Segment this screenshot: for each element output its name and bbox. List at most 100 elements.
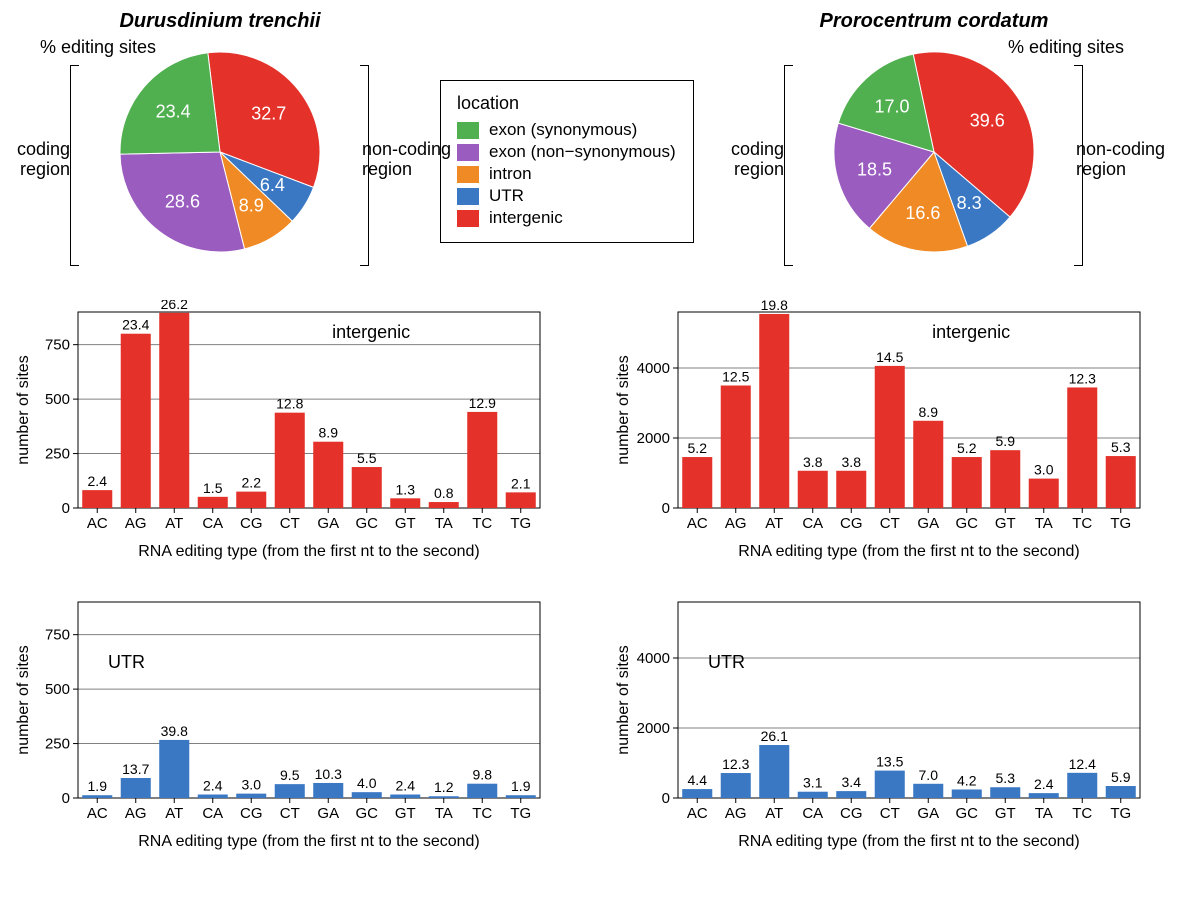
xtick-label: CG xyxy=(840,805,863,822)
xaxis-label: RNA editing type (from the first nt to t… xyxy=(138,543,480,560)
pie-slice-label: 32.7 xyxy=(251,104,286,124)
legend-swatch xyxy=(457,166,479,183)
xtick-label: TC xyxy=(472,805,492,822)
bar xyxy=(836,471,866,508)
bar xyxy=(952,789,982,798)
xtick-label: AG xyxy=(725,805,747,822)
bar xyxy=(467,412,497,508)
bar xyxy=(159,313,189,508)
xtick-label: CT xyxy=(280,515,300,532)
bar-value-label: 5.3 xyxy=(996,770,1016,786)
bar-value-label: 5.5 xyxy=(357,450,377,466)
bar xyxy=(352,792,382,798)
legend-box: location exon (synonymous)exon (non−syno… xyxy=(440,80,694,243)
ytick-label: 4000 xyxy=(637,650,670,667)
bar-value-label: 8.9 xyxy=(319,425,339,441)
ytick-label: 500 xyxy=(45,681,70,698)
yaxis-label: number of sites xyxy=(615,645,632,754)
yaxis-label: number of sites xyxy=(615,355,632,464)
bar xyxy=(990,450,1020,508)
bar xyxy=(721,386,751,509)
noncoding-region-label: non-codingregion xyxy=(1076,140,1166,180)
ytick-label: 0 xyxy=(62,500,70,517)
legend-label: exon (non−synonymous) xyxy=(489,142,676,162)
legend-item: intergenic xyxy=(457,208,677,228)
bar-value-label: 26.1 xyxy=(761,728,788,744)
bar-value-label: 4.0 xyxy=(357,775,377,791)
bar-value-label: 2.4 xyxy=(88,473,108,489)
bar-value-label: 3.1 xyxy=(803,775,823,791)
bar-value-label: 9.8 xyxy=(473,767,493,783)
bar-value-label: 4.4 xyxy=(688,772,708,788)
xtick-label: CT xyxy=(880,515,900,532)
xtick-label: AG xyxy=(125,515,147,532)
legend-label: intergenic xyxy=(489,208,563,228)
bar-value-label: 26.2 xyxy=(161,300,188,312)
xtick-label: GA xyxy=(917,515,939,532)
bar xyxy=(275,784,305,798)
bar xyxy=(429,796,459,798)
xtick-label: AC xyxy=(687,805,708,822)
bar-value-label: 0.8 xyxy=(434,485,454,501)
ytick-label: 500 xyxy=(45,391,70,408)
bar-value-label: 9.5 xyxy=(280,767,300,783)
xtick-label: CA xyxy=(802,805,823,822)
bar-chart-right-intergenic: 0200040005.2AC12.5AG19.8AT3.8CA3.8CG14.5… xyxy=(610,300,1150,570)
xtick-label: CG xyxy=(840,515,863,532)
bar xyxy=(1106,456,1136,508)
bar xyxy=(759,314,789,508)
xtick-label: TA xyxy=(1035,515,1053,532)
legend-swatch xyxy=(457,122,479,139)
legend-item: exon (synonymous) xyxy=(457,120,677,140)
pie-slice-label: 16.6 xyxy=(905,203,940,223)
noncoding-region-label: non-codingregion xyxy=(362,140,452,180)
yaxis-label: number of sites xyxy=(15,355,32,464)
bar xyxy=(467,784,497,798)
yaxis-label: number of sites xyxy=(15,645,32,754)
bar xyxy=(236,794,266,798)
xtick-label: CA xyxy=(202,805,223,822)
bar-chart-left-intergenic: 02505007502.4AC23.4AG26.2AT1.5CA2.2CG12.… xyxy=(10,300,550,570)
legend-swatch xyxy=(457,210,479,227)
xtick-label: AC xyxy=(87,515,108,532)
xtick-label: AT xyxy=(765,515,783,532)
bar xyxy=(990,787,1020,798)
bar-value-label: 5.9 xyxy=(1111,769,1131,785)
xtick-label: TG xyxy=(510,805,531,822)
bar-value-label: 2.4 xyxy=(1034,776,1054,792)
bar xyxy=(506,795,536,798)
bar-value-label: 3.8 xyxy=(803,454,823,470)
bar xyxy=(506,492,536,508)
bar xyxy=(390,498,420,508)
xtick-label: CT xyxy=(280,805,300,822)
ytick-label: 750 xyxy=(45,337,70,354)
xtick-label: GT xyxy=(995,805,1016,822)
xtick-label: CG xyxy=(240,515,263,532)
bar-value-label: 1.5 xyxy=(203,480,223,496)
bar-value-label: 3.4 xyxy=(842,774,862,790)
xtick-label: AC xyxy=(87,805,108,822)
xaxis-label: RNA editing type (from the first nt to t… xyxy=(738,543,1080,560)
xtick-label: GC xyxy=(356,805,379,822)
legend-swatch xyxy=(457,188,479,205)
pie-title-left: Durusdinium trenchii xyxy=(10,10,430,33)
bar-value-label: 1.9 xyxy=(511,778,531,794)
xtick-label: TC xyxy=(1072,515,1092,532)
pie-slice-label: 8.9 xyxy=(239,196,264,216)
bar-value-label: 5.2 xyxy=(688,440,708,456)
bar-value-label: 2.2 xyxy=(242,475,262,491)
bar xyxy=(352,467,382,508)
legend-item: intron xyxy=(457,164,677,184)
bar xyxy=(875,366,905,508)
xtick-label: CG xyxy=(240,805,263,822)
xtick-label: AC xyxy=(687,515,708,532)
bar xyxy=(913,784,943,798)
bar xyxy=(798,471,828,508)
xtick-label: TC xyxy=(472,515,492,532)
bar xyxy=(429,502,459,508)
xtick-label: GA xyxy=(317,515,339,532)
legend-item: UTR xyxy=(457,186,677,206)
bar-panel-right-utr: 0200040004.4AC12.3AG26.1AT3.1CA3.4CG13.5… xyxy=(610,590,1150,860)
xtick-label: TC xyxy=(1072,805,1092,822)
pie-title-right: Prorocentrum cordatum xyxy=(724,10,1144,33)
